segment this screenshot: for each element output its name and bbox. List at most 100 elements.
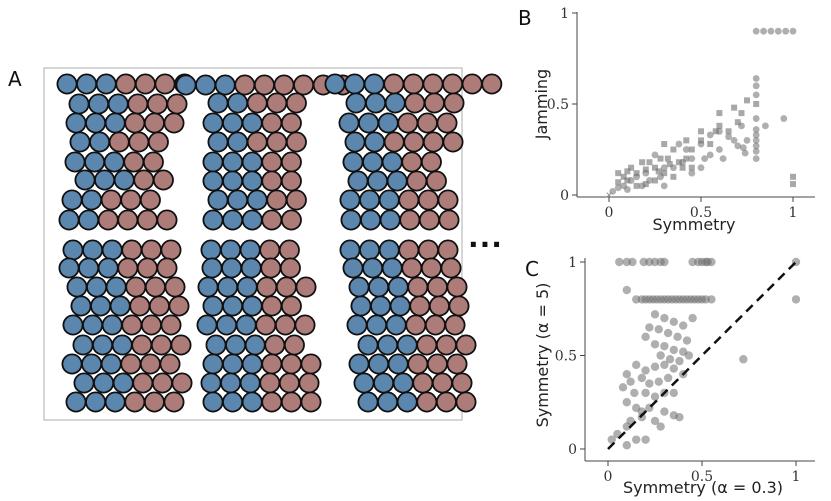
particle-red	[431, 372, 453, 394]
particle-blue	[58, 209, 80, 231]
particle-blue	[236, 276, 258, 298]
data-point-square	[628, 164, 635, 171]
data-point	[752, 126, 760, 133]
particle-red	[266, 189, 288, 211]
particle-red	[422, 131, 444, 153]
particle-red	[150, 334, 172, 356]
data-point	[660, 360, 669, 370]
particle-red	[259, 239, 281, 261]
particle-red	[261, 391, 283, 413]
particle-blue	[88, 93, 110, 115]
particle-red	[100, 189, 122, 211]
particle-blue	[379, 209, 401, 231]
particle-blue	[239, 372, 261, 394]
particle-blue	[365, 92, 387, 114]
particle-blue	[202, 353, 224, 375]
data-point	[660, 182, 668, 190]
particle-blue	[348, 276, 370, 298]
particle-red	[455, 391, 477, 413]
particle-red	[442, 131, 464, 153]
particle-red	[144, 276, 166, 298]
particle-blue	[202, 151, 224, 173]
particle-red	[117, 209, 139, 231]
data-point	[682, 146, 690, 153]
particle-red	[403, 131, 425, 153]
particle-red	[273, 74, 295, 96]
particle-red	[156, 209, 178, 231]
particle-blue	[227, 92, 249, 114]
particle-red	[437, 239, 459, 261]
data-point	[614, 184, 622, 192]
panel-a: A ...	[8, 67, 503, 421]
particle-blue	[396, 334, 418, 356]
data-point	[622, 422, 631, 431]
particle-red	[266, 131, 288, 153]
particle-blue	[202, 209, 224, 231]
particle-blue	[362, 257, 384, 279]
particle-blue	[214, 74, 236, 96]
y-tick-label: 1	[560, 6, 569, 22]
particle-red	[428, 295, 450, 317]
particle-blue	[61, 353, 83, 375]
particle-red	[152, 169, 174, 191]
data-point	[684, 351, 694, 360]
continuation-ellipsis: ...	[468, 221, 503, 254]
data-point	[719, 155, 727, 163]
data-point-square	[738, 110, 745, 117]
data-point	[739, 355, 748, 364]
data-point	[701, 155, 709, 163]
particle-red	[280, 112, 302, 134]
y-tick-label: 0	[568, 442, 577, 458]
particle-red	[300, 353, 322, 375]
particle-red	[278, 372, 300, 394]
particle-red	[416, 334, 438, 356]
particle-blue	[202, 170, 224, 192]
particle-red	[294, 314, 316, 336]
particle-blue	[241, 295, 263, 317]
panel-c-points	[607, 257, 801, 450]
particle-red	[399, 209, 421, 231]
data-point	[706, 131, 714, 139]
particle-blue	[342, 257, 364, 279]
particle-blue	[84, 151, 106, 173]
particle-blue	[70, 295, 92, 317]
data-point-square	[615, 179, 622, 186]
particle-blue	[353, 372, 375, 394]
data-point	[620, 182, 628, 190]
particle-red	[278, 239, 300, 261]
particle-red	[274, 314, 296, 336]
data-point	[663, 328, 673, 338]
data-point-square	[683, 155, 690, 162]
particle-red	[136, 209, 158, 231]
data-point	[641, 435, 650, 444]
particle-blue	[64, 151, 86, 173]
y-tick-label: 1	[568, 255, 577, 271]
data-point	[752, 115, 760, 122]
particle-red	[133, 169, 155, 191]
particle-red	[255, 314, 277, 336]
panel-b-x-ticks: 0 0.5 1	[605, 197, 797, 221]
particle-blue	[389, 295, 411, 317]
panel-c-y-ticks: 00.51	[555, 255, 585, 458]
particle-red	[125, 276, 147, 298]
particle-blue	[196, 314, 218, 336]
data-point-square	[679, 164, 686, 171]
particle-red	[159, 353, 181, 375]
particle-red	[404, 92, 426, 114]
particle-red	[279, 257, 301, 279]
data-point	[774, 27, 782, 35]
data-point	[716, 146, 723, 153]
particle-red	[407, 276, 429, 298]
data-point	[609, 187, 617, 195]
data-point	[641, 388, 650, 398]
data-point	[669, 317, 678, 327]
particle-blue	[377, 391, 399, 413]
particle-blue	[222, 295, 244, 317]
data-point	[706, 151, 714, 159]
particle-red	[139, 189, 161, 211]
particle-blue	[76, 73, 98, 95]
particle-blue	[202, 295, 224, 317]
data-point	[752, 155, 760, 163]
data-point	[791, 295, 801, 304]
panel-a-frame	[43, 67, 463, 421]
